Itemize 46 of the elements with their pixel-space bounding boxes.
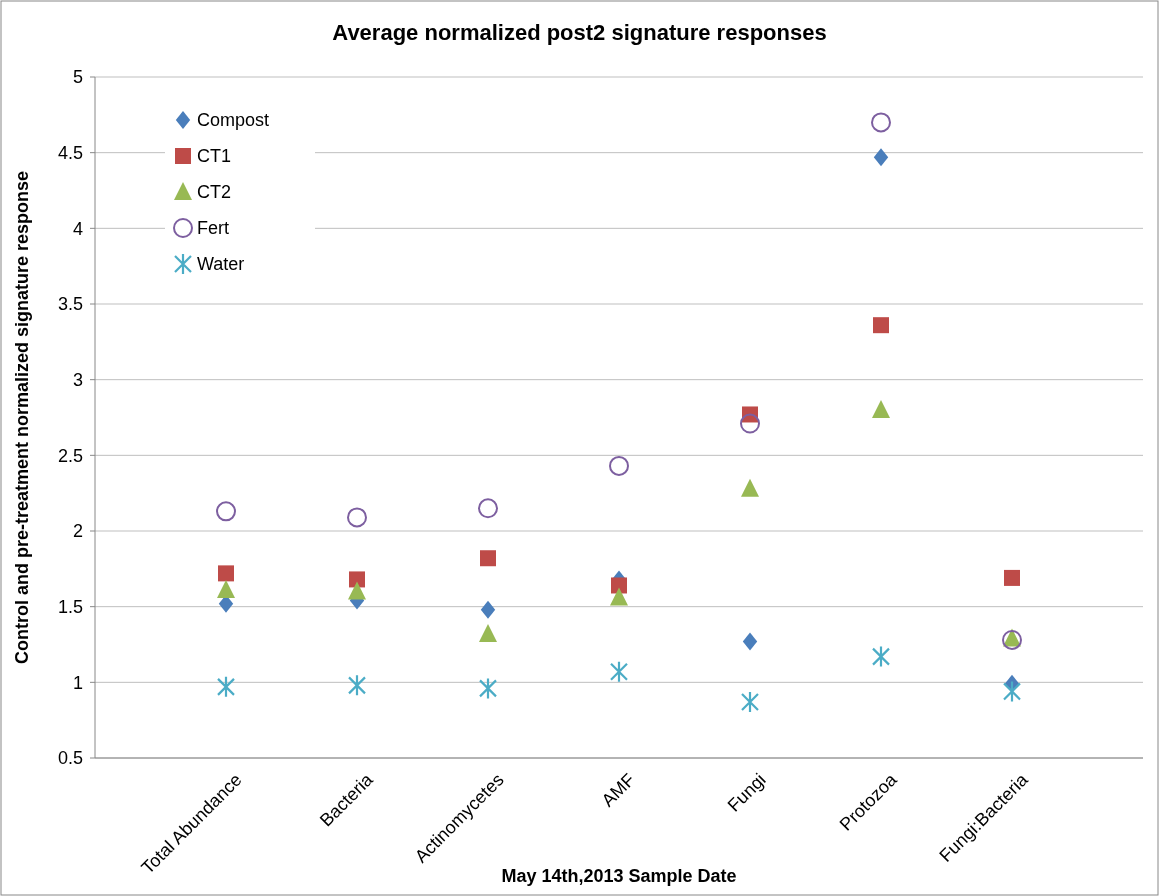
y-tick-label: 2 — [72, 521, 83, 542]
chart-title: Average normalized post2 signature responses — [332, 20, 827, 45]
point — [480, 550, 496, 567]
y-tick-label: 4.5 — [57, 142, 83, 163]
point — [741, 478, 759, 497]
point — [873, 317, 889, 334]
y-tick-label: 1.5 — [57, 596, 83, 617]
point — [1002, 680, 1022, 703]
point — [1004, 569, 1020, 586]
point — [348, 581, 366, 600]
y-axis-title: Control and pre-treatment normalized signature response — [12, 170, 32, 665]
point — [216, 675, 236, 698]
legend-label: CT2 — [197, 182, 232, 203]
point — [349, 571, 365, 588]
legend-label: CT1 — [197, 146, 232, 167]
point — [479, 623, 497, 642]
y-tick-label: 4 — [72, 218, 83, 239]
y-tick-label: 0.5 — [57, 748, 83, 769]
point — [740, 690, 760, 714]
y-tick-label: 3.5 — [57, 294, 83, 315]
point — [609, 660, 629, 683]
point — [610, 587, 628, 606]
point — [872, 399, 890, 418]
x-axis-title: May 14th,2013 Sample Date — [501, 866, 737, 886]
point — [609, 455, 629, 476]
y-tick-label: 3 — [72, 369, 83, 390]
point — [478, 677, 498, 700]
point — [742, 632, 758, 651]
y-tick-label: 2.5 — [57, 445, 83, 466]
legend-label: Compost — [197, 110, 270, 131]
y-tick-label: 1 — [72, 672, 83, 693]
point — [871, 112, 891, 133]
point — [740, 413, 760, 434]
legend-label: Fert — [197, 218, 230, 239]
legend-label: Water — [197, 254, 245, 275]
point — [611, 577, 627, 594]
point — [347, 674, 367, 697]
point — [478, 498, 498, 519]
point — [873, 148, 889, 167]
point — [480, 600, 496, 619]
point — [871, 645, 891, 668]
point — [347, 507, 367, 528]
point — [217, 580, 235, 599]
point — [216, 501, 236, 522]
y-tick-label: 5 — [72, 67, 83, 88]
point — [218, 565, 234, 582]
